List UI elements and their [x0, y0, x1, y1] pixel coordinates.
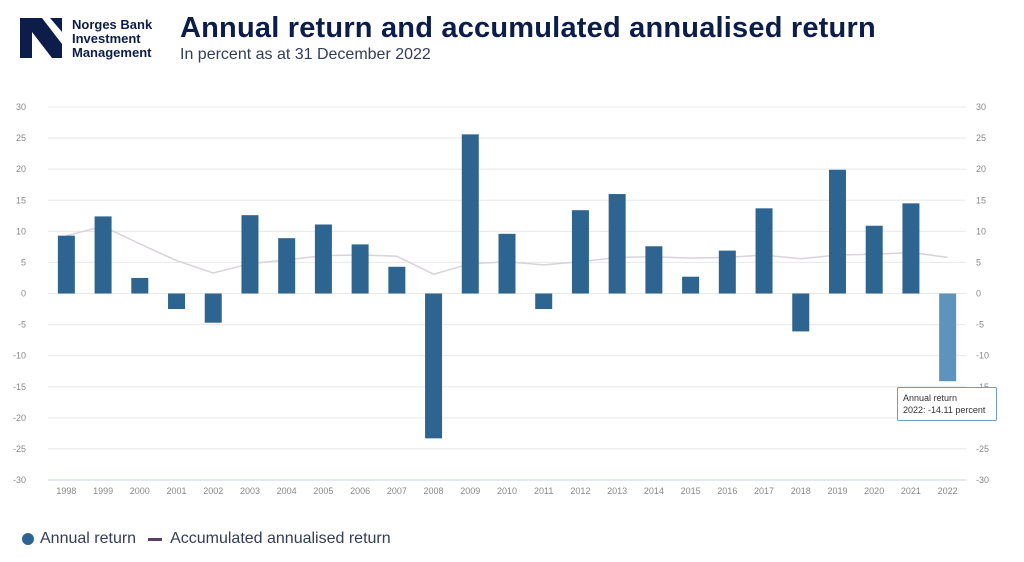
bar-2016[interactable]: [718, 250, 736, 294]
x-tick-label: 1998: [56, 486, 76, 496]
logo-text: Norges Bank Investment Management: [72, 18, 152, 60]
y-tick-label-left: 25: [16, 133, 26, 143]
x-tick-label: 2016: [717, 486, 737, 496]
bar-layer: [57, 134, 957, 439]
x-tick-label: 2004: [277, 486, 297, 496]
bar-2009[interactable]: [461, 134, 479, 294]
y-tick-label-right: 15: [976, 195, 986, 205]
y-tick-label-right: -15: [976, 382, 989, 392]
y-tick-label-left: -15: [13, 382, 26, 392]
bar-2014[interactable]: [645, 246, 663, 294]
x-tick-label: 2002: [203, 486, 223, 496]
y-tick-label-left: 10: [16, 226, 26, 236]
bar-2007[interactable]: [388, 266, 406, 294]
bar-2011[interactable]: [535, 293, 553, 310]
x-tick-label: 2015: [681, 486, 701, 496]
x-tick-label: 2021: [901, 486, 921, 496]
x-tick-label: 2012: [570, 486, 590, 496]
x-tick-label: 2011: [534, 486, 553, 496]
bar-2003[interactable]: [241, 215, 259, 294]
bar-2006[interactable]: [351, 244, 369, 294]
bar-2021[interactable]: [902, 203, 920, 294]
logo-line-3: Management: [72, 45, 152, 60]
bar-2001[interactable]: [168, 293, 186, 310]
x-tick-label: 2014: [644, 486, 664, 496]
x-tick-label: 2007: [387, 486, 407, 496]
y-tick-label-left: 20: [16, 164, 26, 174]
y-tick-label-right: -30: [976, 475, 989, 485]
y-tick-label-left: -5: [18, 320, 26, 330]
x-tick-label: 2008: [424, 486, 444, 496]
logo-line-1: Norges Bank: [72, 17, 153, 32]
y-tick-label-left: 0: [21, 289, 26, 299]
y-tick-label-left: -25: [13, 444, 26, 454]
bar-2000[interactable]: [131, 277, 149, 294]
y-tick-label-left: 5: [21, 257, 26, 267]
nbim-logo-icon: [20, 18, 62, 58]
bar-2018[interactable]: [792, 293, 810, 332]
legend-item-annual-return[interactable]: Annual return: [22, 530, 136, 548]
y-tick-label-right: 25: [976, 133, 986, 143]
logo: Norges Bank Investment Management: [20, 18, 152, 60]
bar-1999[interactable]: [94, 216, 112, 294]
bar-2004[interactable]: [278, 238, 296, 294]
x-tick-label: 2019: [827, 486, 847, 496]
bar-2017[interactable]: [755, 208, 773, 294]
legend: Annual return Accumulated annualised ret…: [22, 530, 403, 548]
y-tick-label-left: -10: [13, 351, 26, 361]
x-tick-label: 2022: [938, 486, 958, 496]
y-tick-label-right: -10: [976, 351, 989, 361]
logo-line-2: Investment: [72, 31, 141, 46]
chart-title: Annual return and accumulated annualised…: [180, 12, 876, 44]
y-tick-label-left: -20: [13, 413, 26, 423]
x-tick-label: 2001: [167, 486, 187, 496]
x-tick-label: 2018: [791, 486, 811, 496]
y-tick-label-right: 20: [976, 164, 986, 174]
y-tick-label-left: 15: [16, 195, 26, 205]
legend-label-accumulated-return: Accumulated annualised return: [170, 530, 391, 547]
x-tick-label: 2020: [864, 486, 884, 496]
legend-label-annual-return: Annual return: [40, 530, 137, 547]
y-tick-label-right: -5: [976, 320, 984, 330]
bar-2005[interactable]: [314, 224, 332, 294]
legend-dot-icon: [22, 533, 34, 545]
x-tick-label: 2009: [460, 486, 480, 496]
bar-2020[interactable]: [865, 225, 883, 294]
grid-layer: [48, 106, 966, 481]
bar-2012[interactable]: [571, 210, 589, 294]
chart: -30-30-25-25-20-20-15-15-10-10-5-5005510…: [13, 102, 989, 496]
tooltip-value: 2022: -14.11 percent: [903, 405, 986, 415]
x-tick-label: 1999: [93, 486, 113, 496]
y-tick-label-left: -30: [13, 475, 26, 485]
tooltip-title: Annual return: [903, 393, 958, 403]
bar-2013[interactable]: [608, 194, 626, 294]
bar-2019[interactable]: [828, 169, 846, 294]
axis-layer: -30-30-25-25-20-20-15-15-10-10-5-5005510…: [13, 102, 989, 496]
bar-2008[interactable]: [425, 293, 443, 439]
x-tick-label: 2006: [350, 486, 370, 496]
legend-item-accumulated-return[interactable]: Accumulated annualised return: [148, 530, 391, 548]
x-tick-label: 2000: [130, 486, 150, 496]
bar-2015[interactable]: [682, 276, 700, 294]
x-tick-label: 2005: [313, 486, 333, 496]
y-tick-label-right: 5: [976, 257, 981, 267]
x-tick-label: 2013: [607, 486, 627, 496]
x-tick-label: 2010: [497, 486, 517, 496]
bar-2002[interactable]: [204, 293, 222, 323]
y-tick-label-left: 30: [16, 102, 26, 112]
tooltip: Annual return 2022: -14.11 percent: [897, 387, 997, 421]
chart-subtitle: In percent as at 31 December 2022: [180, 46, 431, 63]
x-tick-label: 2017: [754, 486, 774, 496]
y-tick-label-right: 10: [976, 226, 986, 236]
y-tick-label-right: -25: [976, 444, 989, 454]
bar-2010[interactable]: [498, 233, 516, 294]
legend-line-icon: [148, 537, 163, 541]
y-tick-label-right: 30: [976, 102, 986, 112]
y-tick-label-right: 0: [976, 289, 981, 299]
x-tick-label: 2003: [240, 486, 260, 496]
bar-1998[interactable]: [57, 235, 75, 294]
bar-2022[interactable]: [939, 293, 957, 382]
